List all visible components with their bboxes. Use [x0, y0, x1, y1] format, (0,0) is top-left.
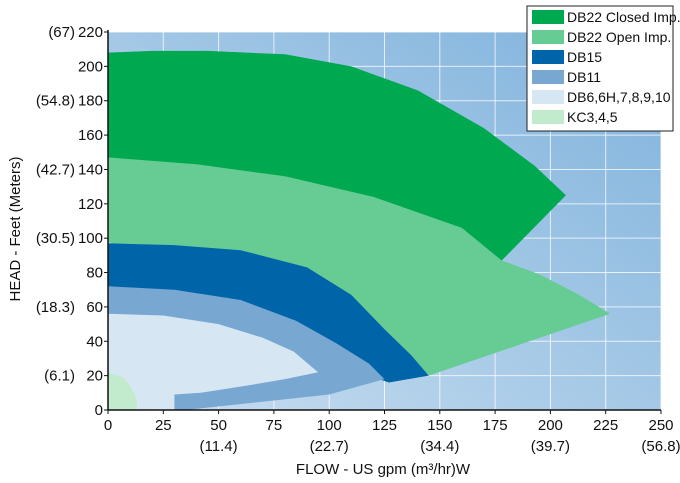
y-tick-label: 0 [95, 402, 103, 419]
series-layer [108, 50, 611, 410]
legend-label-6: KC3,4,5 [567, 109, 618, 125]
legend-label-2: DB22 Open Imp. [567, 29, 671, 45]
x-secondary-tick-label: (56.8) [641, 438, 680, 455]
x-tick-label: 125 [372, 417, 397, 434]
y-tick-label: 80 [86, 265, 103, 282]
axis-layer [104, 30, 662, 414]
legend-label-3: DB15 [567, 49, 602, 65]
y-secondary-tick-label: (6.1) [44, 368, 75, 385]
series-area-2 [108, 157, 611, 376]
series-area-5 [108, 313, 319, 410]
y-tick-label: 140 [78, 161, 103, 178]
y-tick-label: 120 [78, 196, 103, 213]
y-tick-label: 180 [78, 93, 103, 110]
legend-swatch-2 [532, 30, 564, 44]
x-secondary-tick-label: (34.4) [420, 438, 459, 455]
y-tick-label: 220 [78, 24, 103, 41]
x-tick-label: 225 [593, 417, 618, 434]
x-tick-label: 250 [648, 417, 673, 434]
y-secondary-tick-label: (67) [48, 24, 75, 41]
x-secondary-tick-label: (22.7) [310, 438, 349, 455]
y-secondary-tick-label: (30.5) [36, 230, 75, 247]
x-tick-label: 50 [210, 417, 227, 434]
x-tick-label: 175 [483, 417, 508, 434]
y-secondary-tick-label: (54.8) [36, 93, 75, 110]
y-tick-label: 200 [78, 58, 103, 75]
legend-label-4: DB11 [567, 69, 601, 85]
series-area-1 [108, 50, 566, 261]
y-tick-label: 100 [78, 230, 103, 247]
x-tick-label: 200 [538, 417, 563, 434]
x-tick-label: 150 [427, 417, 452, 434]
x-axis-title: FLOW - US gpm (m³/hr)W [296, 461, 471, 478]
x-secondary-tick-label: (11.4) [200, 438, 238, 455]
y-tick-label: 40 [86, 333, 103, 350]
x-secondary-tick-label: (39.7) [531, 438, 570, 455]
x-tick-label: 0 [104, 417, 112, 434]
y-tick-label: 60 [86, 299, 103, 316]
legend-label-5: DB6,6H,7,8,9,10 [567, 89, 671, 105]
y-tick-label: 20 [86, 368, 103, 385]
x-tick-label: 75 [266, 417, 283, 434]
legend-label-1: DB22 Closed Imp. [567, 9, 680, 25]
series-area-6 [108, 372, 137, 410]
y-tick-label: 160 [78, 127, 103, 144]
legend-swatch-5 [532, 90, 564, 104]
legend-swatch-6 [532, 110, 564, 124]
legend-swatch-1 [532, 10, 564, 24]
legend: DB22 Closed Imp. DB22 Open Imp. DB15 DB11 DB… [526, 5, 680, 132]
y-secondary-tick-label: (18.3) [36, 299, 75, 316]
x-tick-label: 100 [317, 417, 342, 434]
legend-swatch-4 [532, 70, 564, 84]
y-secondary-tick-label: (42.7) [36, 161, 75, 178]
x-tick-label: 25 [155, 417, 172, 434]
legend-swatch-3 [532, 50, 564, 64]
y-axis-title: HEAD - Feet (Meters) [7, 156, 24, 301]
tick-label-layer: 0 25 50 75 100 125 150 175 200 225 250 0 20 40 60 80 100… [36, 24, 680, 455]
